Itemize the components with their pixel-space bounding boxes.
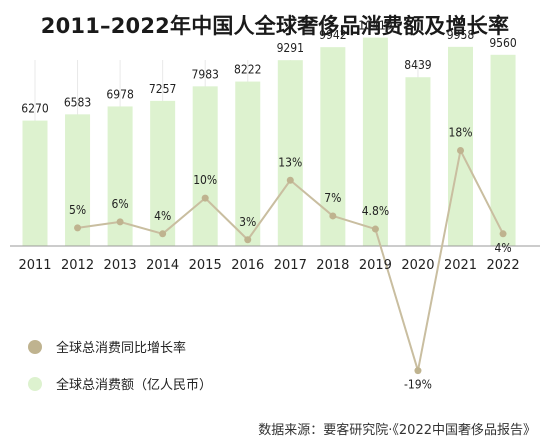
bar-2020 — [405, 77, 431, 246]
bar-2014 — [150, 100, 176, 246]
bar-value-label: 9942 — [319, 28, 346, 42]
bar-value-label: 6978 — [106, 87, 134, 101]
bar-value-label: 9291 — [277, 41, 304, 55]
x-tick-label: 2017 — [274, 258, 307, 273]
source-note: 数据来源：要客研究院·《2022中国奢侈品报告》 — [258, 423, 536, 438]
x-tick-label: 2015 — [189, 258, 222, 273]
growth-point-2013 — [116, 218, 124, 226]
legend-label-amount: 全球总消费额（亿人民币） — [56, 378, 213, 393]
growth-value-label: 4.8% — [362, 204, 389, 218]
legend-marker-amount — [28, 376, 42, 391]
bar-value-label: 8439 — [404, 58, 432, 72]
growth-point-2014 — [159, 230, 167, 238]
x-tick-label: 2011 — [18, 258, 51, 273]
x-tick-label: 2020 — [401, 258, 434, 273]
legend-item-growth: 全球总消费同比增长率 — [28, 337, 186, 356]
growth-point-2012 — [74, 224, 82, 232]
x-tick-label: 2013 — [104, 258, 137, 273]
bar-value-label: 6270 — [21, 102, 49, 116]
growth-point-2021 — [457, 147, 464, 154]
bar-2012 — [65, 114, 91, 246]
x-tick-label: 2021 — [444, 258, 477, 273]
growth-value-label: 4% — [154, 209, 171, 223]
legend-label-growth: 全球总消费同比增长率 — [56, 341, 187, 356]
growth-value-label: -19% — [404, 378, 432, 392]
chart-title: 2011–2022年中国人全球奢侈品消费额及增长率 — [40, 14, 510, 38]
growth-value-label: 6% — [112, 197, 129, 211]
bar-2021 — [448, 46, 473, 247]
x-tick-label: 2019 — [359, 258, 392, 273]
x-tick-label: 2014 — [146, 258, 179, 273]
bar-value-label: 8222 — [234, 63, 261, 77]
bar-2011 — [22, 120, 48, 246]
bar-value-label: 9958 — [447, 28, 475, 42]
growth-value-label: 5% — [69, 203, 86, 217]
legend-marker-growth — [28, 339, 42, 354]
growth-point-2018 — [329, 212, 337, 220]
bar-2022 — [490, 54, 516, 246]
bar-value-label: 7257 — [149, 82, 176, 96]
growth-point-2016 — [244, 236, 252, 244]
x-tick-label: 2018 — [316, 258, 349, 273]
x-tick-label: 2012 — [61, 258, 94, 273]
bar-2015 — [192, 86, 218, 246]
growth-point-2022 — [499, 230, 507, 238]
x-tick-label: 2016 — [231, 258, 264, 273]
growth-point-2020 — [414, 367, 422, 375]
growth-value-label: 4% — [494, 241, 511, 255]
bar-value-label: 7983 — [191, 67, 218, 81]
bar-2019 — [362, 37, 388, 247]
bar-2016 — [235, 81, 261, 246]
growth-value-label: 18% — [449, 126, 473, 140]
growth-value-label: 7% — [324, 191, 341, 205]
growth-value-label: 3% — [239, 215, 256, 229]
growth-point-2019 — [371, 225, 379, 233]
bar-2017 — [277, 60, 303, 247]
bar-value-label: 9560 — [489, 36, 517, 50]
growth-point-2017 — [286, 176, 294, 184]
growth-value-label: 10% — [193, 173, 217, 187]
growth-point-2015 — [201, 194, 209, 202]
bar-value-label: 6583 — [64, 95, 91, 109]
x-tick-label: 2022 — [487, 258, 520, 273]
bar-value-label: 10419 — [358, 19, 392, 33]
growth-value-label: 13% — [278, 155, 302, 169]
legend-item-amount: 全球总消费额（亿人民币） — [28, 374, 212, 393]
